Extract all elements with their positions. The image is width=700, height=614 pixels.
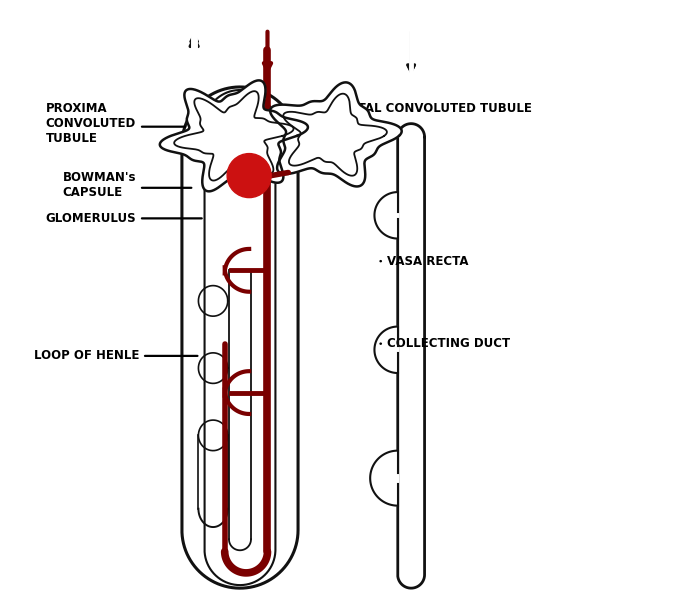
Polygon shape (374, 192, 398, 239)
Text: LOOP OF HENLE: LOOP OF HENLE (34, 349, 139, 362)
Text: GLOMERULUS: GLOMERULUS (46, 212, 136, 225)
Text: VASA RECTA: VASA RECTA (386, 255, 468, 268)
Text: DISTAL CONVOLUTED TUBULE: DISTAL CONVOLUTED TUBULE (335, 102, 531, 115)
Text: BOWMAN's
CAPSULE: BOWMAN's CAPSULE (62, 171, 136, 199)
Circle shape (227, 154, 271, 198)
Text: COLLECTING DUCT: COLLECTING DUCT (386, 337, 510, 350)
Text: PROXIMA
CONVOLUTED
TUBULE: PROXIMA CONVOLUTED TUBULE (46, 102, 136, 145)
Polygon shape (374, 327, 398, 373)
Polygon shape (270, 82, 402, 187)
Polygon shape (204, 90, 275, 585)
Polygon shape (398, 123, 425, 588)
Polygon shape (160, 80, 308, 192)
Polygon shape (370, 451, 398, 506)
Polygon shape (182, 87, 298, 588)
